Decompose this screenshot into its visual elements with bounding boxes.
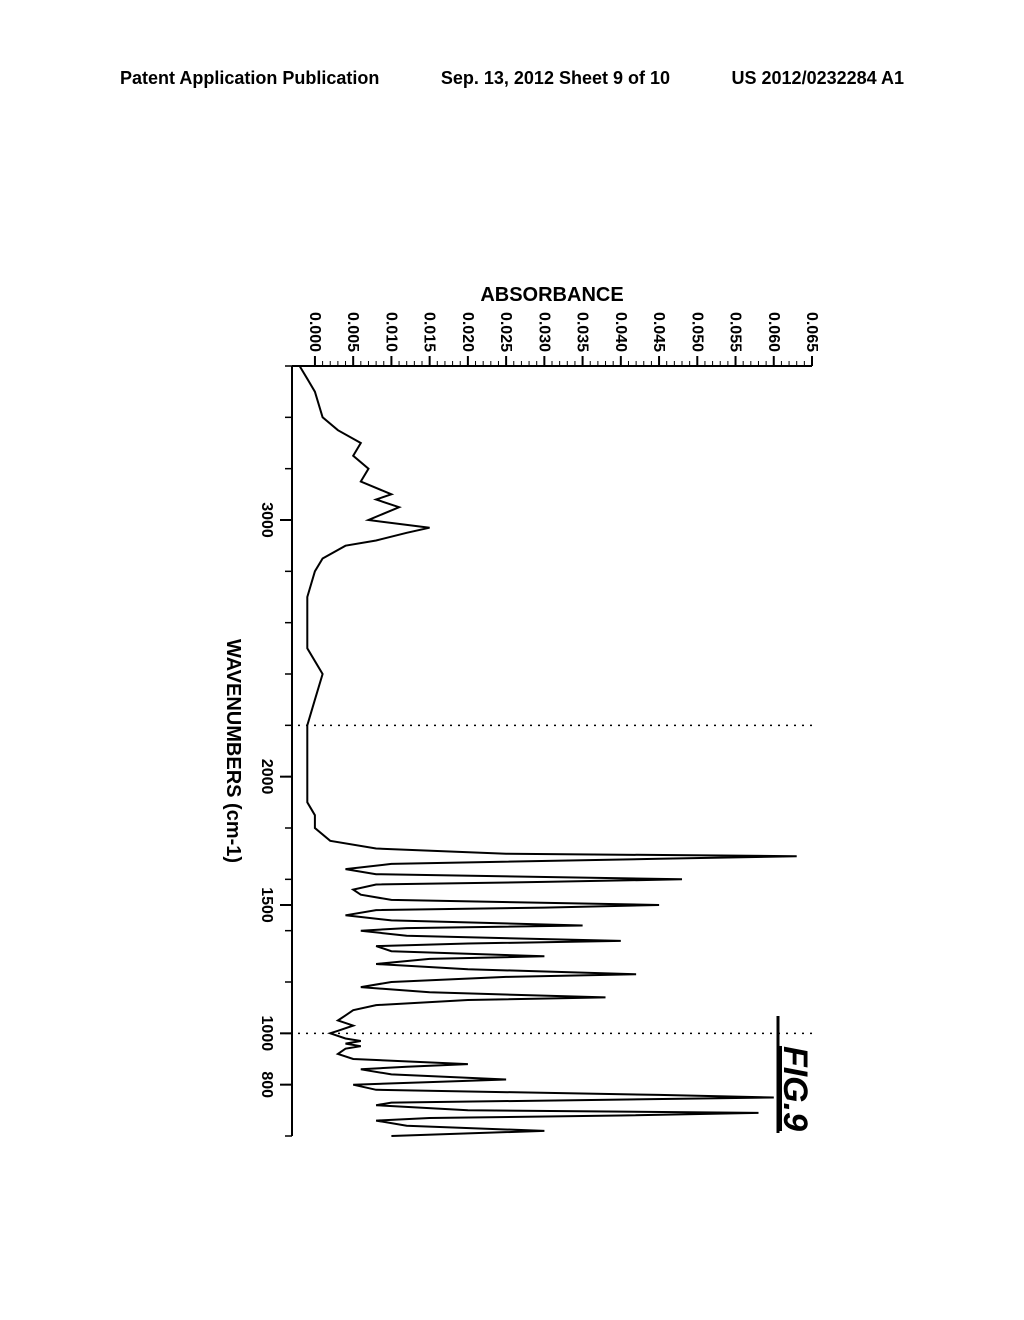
figure-label: FIG.9 <box>776 1046 814 1131</box>
y-axis-label: ABSORBANCE <box>480 284 623 306</box>
svg-text:2000: 2000 <box>258 759 275 795</box>
svg-text:0.045: 0.045 <box>650 312 667 352</box>
y-axis-ticks <box>315 356 812 366</box>
header-left: Patent Application Publication <box>120 68 379 89</box>
svg-text:0.050: 0.050 <box>688 312 705 352</box>
svg-text:0.025: 0.025 <box>497 312 514 352</box>
page-header: Patent Application Publication Sep. 13, … <box>0 68 1024 89</box>
chart-container: 3000 2000 1500 1000 800 0.000 0.005 0.010 0.015… <box>192 276 832 1176</box>
svg-text:0.005: 0.005 <box>344 312 361 352</box>
svg-text:0.065: 0.065 <box>803 312 820 352</box>
svg-text:800: 800 <box>258 1071 275 1098</box>
y-axis-labels: 0.000 0.005 0.010 0.015 0.020 0.025 0.030 0.035… <box>306 312 820 352</box>
svg-text:1500: 1500 <box>258 887 275 923</box>
svg-text:0.030: 0.030 <box>535 312 552 352</box>
svg-text:0.015: 0.015 <box>421 312 438 352</box>
svg-text:0.010: 0.010 <box>382 312 399 352</box>
x-axis-labels: 3000 2000 1500 1000 800 <box>258 502 275 1098</box>
plot-background <box>292 366 812 1136</box>
ir-spectrum-chart: 3000 2000 1500 1000 800 0.000 0.005 0.010 0.015… <box>192 276 832 1176</box>
svg-text:1000: 1000 <box>258 1016 275 1052</box>
svg-text:0.060: 0.060 <box>765 312 782 352</box>
svg-text:3000: 3000 <box>258 502 275 538</box>
header-center: Sep. 13, 2012 Sheet 9 of 10 <box>441 68 670 89</box>
svg-text:0.035: 0.035 <box>574 312 591 352</box>
svg-text:0.020: 0.020 <box>459 312 476 352</box>
svg-text:0.055: 0.055 <box>727 312 744 352</box>
x-axis-label: WAVENUMBERS (cm-1) <box>222 639 244 863</box>
x-axis-ticks <box>280 366 292 1136</box>
header-right: US 2012/0232284 A1 <box>732 68 904 89</box>
svg-text:0.040: 0.040 <box>612 312 629 352</box>
svg-text:0.000: 0.000 <box>306 312 323 352</box>
page: Patent Application Publication Sep. 13, … <box>0 0 1024 1320</box>
